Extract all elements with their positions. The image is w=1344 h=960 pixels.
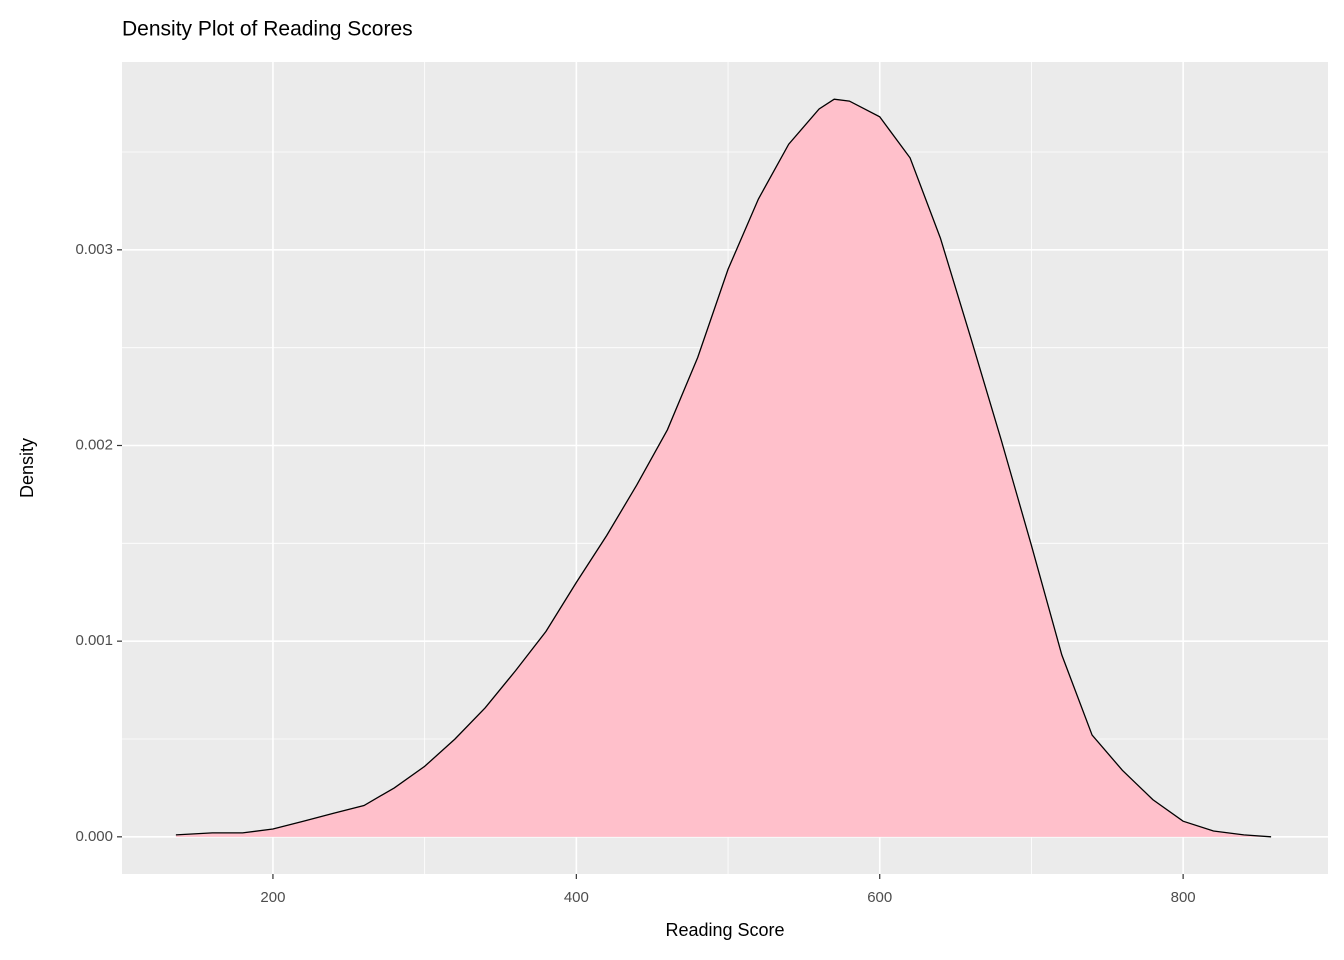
x-tick-label: 800 [1171, 889, 1196, 906]
x-tick-label: 200 [260, 889, 285, 906]
y-tick-label: 0.002 [75, 436, 113, 453]
density-line [175, 98, 1272, 838]
y-tick-label: 0.001 [75, 632, 113, 649]
y-axis-label: Density [17, 438, 37, 498]
x-tick-label: 400 [564, 889, 589, 906]
y-tick-label: 0.003 [75, 241, 113, 258]
y-tick-label: 0.000 [75, 828, 113, 845]
chart-title: Density Plot of Reading Scores [122, 18, 413, 41]
x-tick-label: 600 [867, 889, 892, 906]
x-axis-label: Reading Score [665, 920, 784, 940]
density-area [175, 99, 1272, 837]
